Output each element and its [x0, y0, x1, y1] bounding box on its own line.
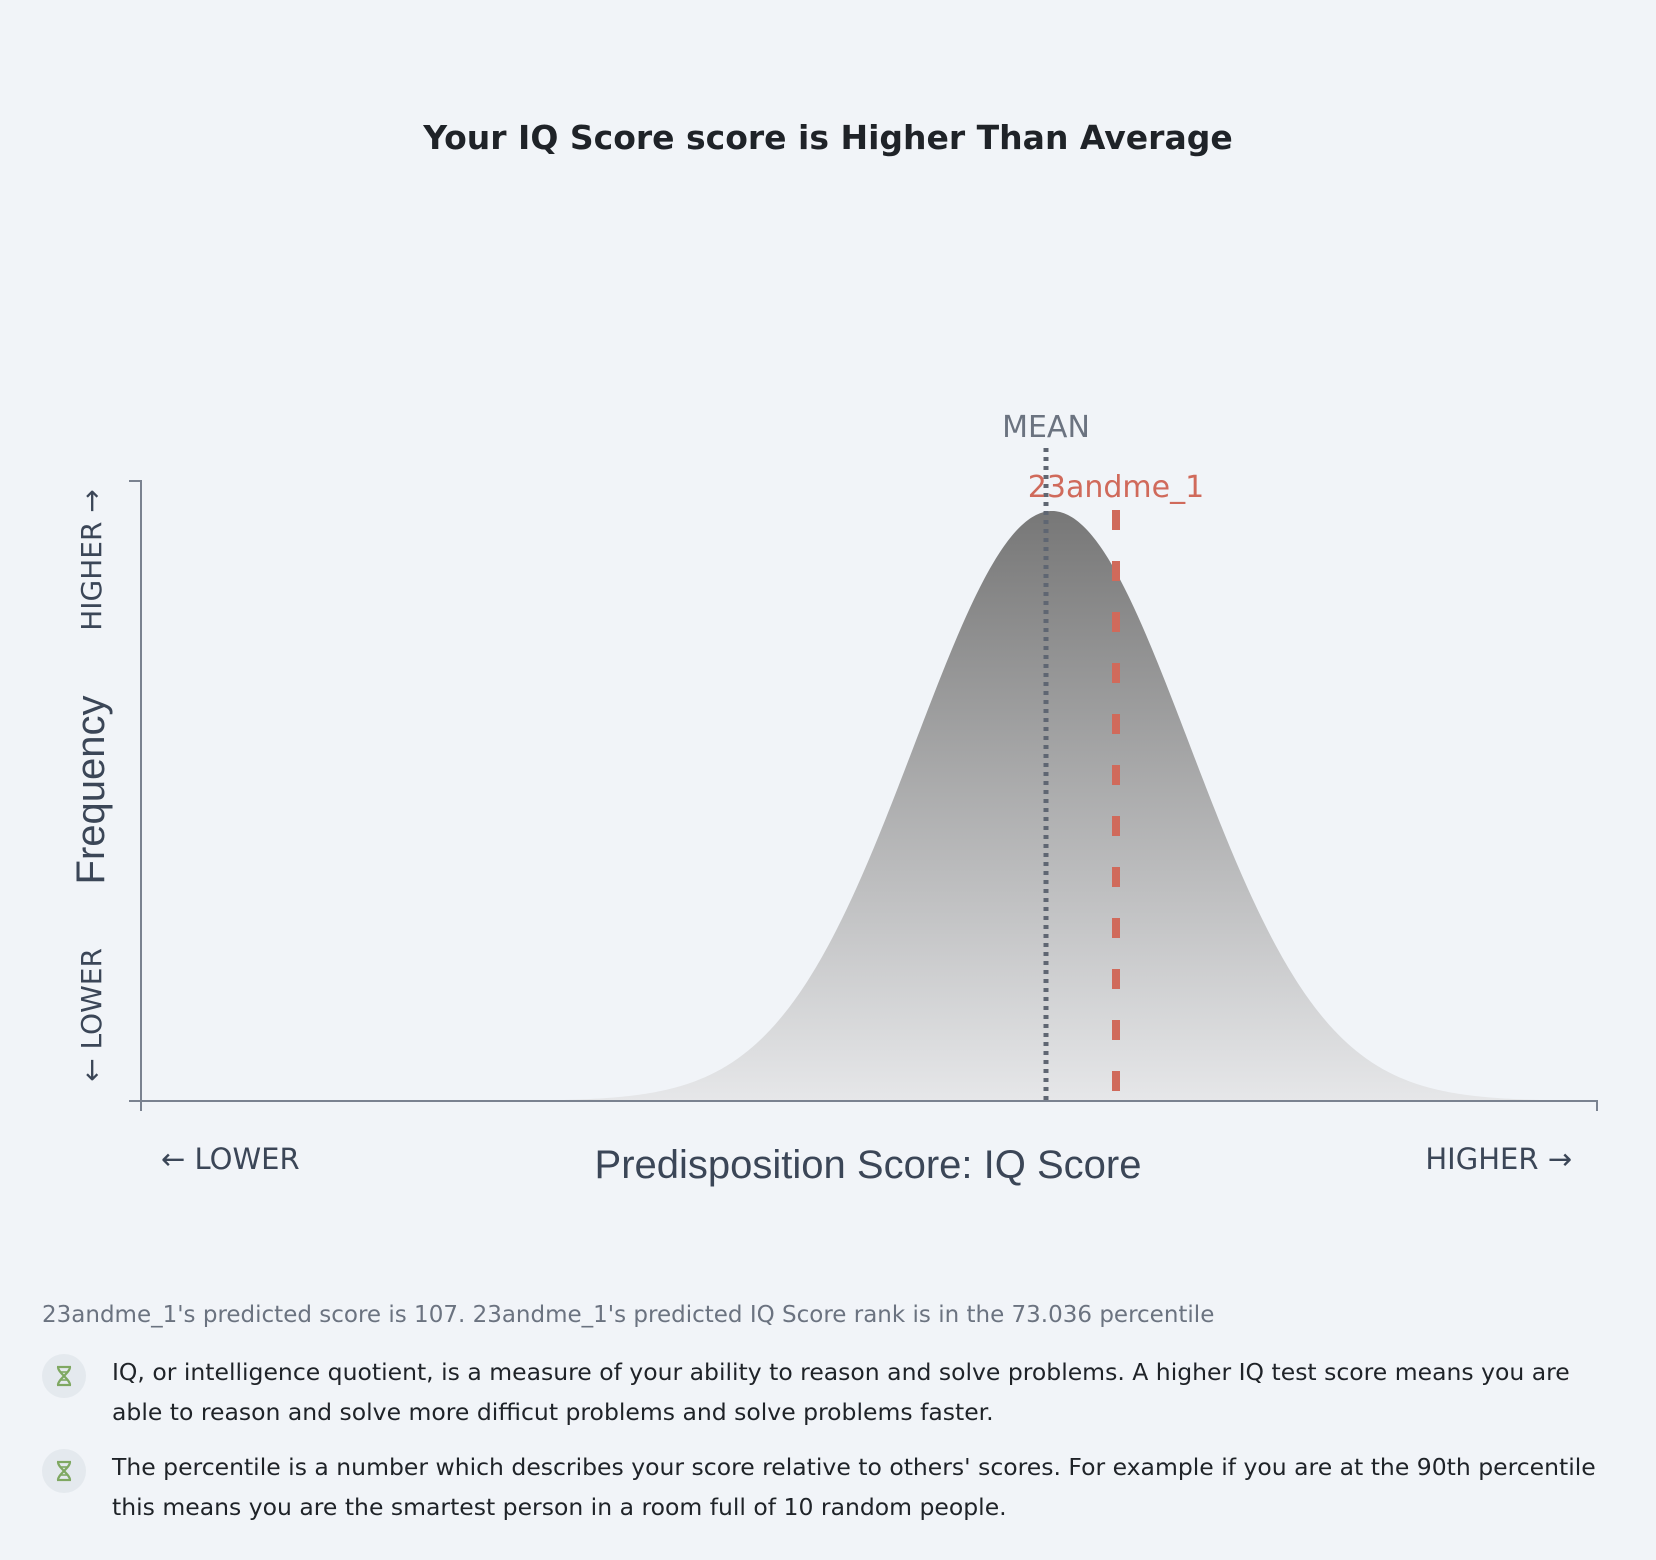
x-axis-high-label: HIGHER → [1425, 1142, 1572, 1176]
info-note-text: IQ, or intelligence quotient, is a measu… [112, 1358, 1570, 1426]
score-summary: 23andme_1's predicted score is 107. 23an… [42, 1302, 1215, 1328]
info-note: The percentile is a number which describ… [42, 1447, 1622, 1527]
info-note: IQ, or intelligence quotient, is a measu… [42, 1352, 1622, 1432]
info-note-text: The percentile is a number which describ… [112, 1453, 1596, 1521]
y-axis-high-label: HIGHER → [75, 489, 108, 631]
dna-icon [42, 1354, 86, 1398]
x-axis-title: Predisposition Score: IQ Score [595, 1143, 1142, 1187]
chart-title: Your IQ Score score is Higher Than Avera… [423, 118, 1233, 157]
mean-marker-label: MEAN [1002, 410, 1090, 445]
distribution-chart: MEAN 23andme_1 Frequency HIGHER → ← LOWE… [69, 410, 1598, 1187]
user-score-marker-label: 23andme_1 [1028, 470, 1204, 505]
x-axis-low-label: ← LOWER [161, 1142, 300, 1176]
y-axis-title: Frequency [69, 696, 113, 885]
distribution-curve [142, 511, 1596, 1101]
dna-icon [42, 1449, 86, 1493]
y-axis-low-label: ← LOWER [75, 948, 108, 1082]
